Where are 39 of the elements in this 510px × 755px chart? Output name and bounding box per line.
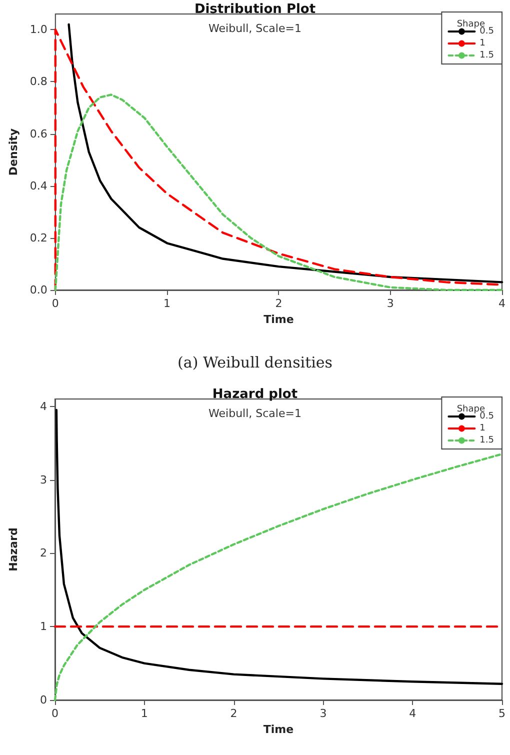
legend-label: 1.5 xyxy=(480,436,494,446)
y-tick-label: 0.4 xyxy=(30,179,48,192)
y-tick-label: 0.0 xyxy=(30,284,48,296)
y-axis-title: Density xyxy=(7,128,20,176)
legend-label: 1 xyxy=(480,38,486,48)
text: Weibull, Scale=1 xyxy=(208,22,302,35)
x-tick-label: 0 xyxy=(52,297,59,310)
x-tick-label: 1 xyxy=(140,707,148,720)
legend-label: 1.5 xyxy=(480,50,494,60)
chart-title: Distribution Plot xyxy=(194,2,316,17)
x-axis-title: Time xyxy=(263,722,294,736)
text: Weibull, Scale=1 xyxy=(208,407,302,420)
legend-title: Shape xyxy=(456,20,486,30)
y-tick-label: 0.2 xyxy=(30,231,48,244)
x-tick-label: 4 xyxy=(498,297,506,310)
x-tick-label: 4 xyxy=(409,707,416,720)
y-axis-title: Hazard xyxy=(7,528,20,572)
x-axis-title: Time xyxy=(264,312,294,326)
x-tick-label: 3 xyxy=(320,707,327,720)
x-tick-label: 1 xyxy=(164,297,171,310)
y-tick-label: 2 xyxy=(40,546,47,560)
y-tick-label: 4 xyxy=(40,400,47,413)
y-tick-label: 1 xyxy=(40,620,47,634)
y-tick-label: 1.0 xyxy=(30,23,48,36)
y-tick-label: 0 xyxy=(40,694,47,706)
y-tick-label: 0.8 xyxy=(30,75,48,88)
x-tick-label: 2 xyxy=(275,297,282,310)
legend-label: 1 xyxy=(480,424,486,434)
y-tick-label: 3 xyxy=(40,473,47,486)
y-tick-label: 0.6 xyxy=(30,127,48,140)
text: (a) Weibull densities xyxy=(178,354,332,372)
legend-title: Shape xyxy=(456,404,486,414)
chart-title: Hazard plot xyxy=(212,387,298,402)
legend-label: 0.5 xyxy=(480,412,494,422)
x-tick-label: 0 xyxy=(52,707,58,720)
legend-label: 0.5 xyxy=(480,26,494,36)
x-tick-label: 2 xyxy=(230,707,238,720)
x-tick-label: 3 xyxy=(386,297,394,310)
x-tick-label: 5 xyxy=(498,707,506,720)
